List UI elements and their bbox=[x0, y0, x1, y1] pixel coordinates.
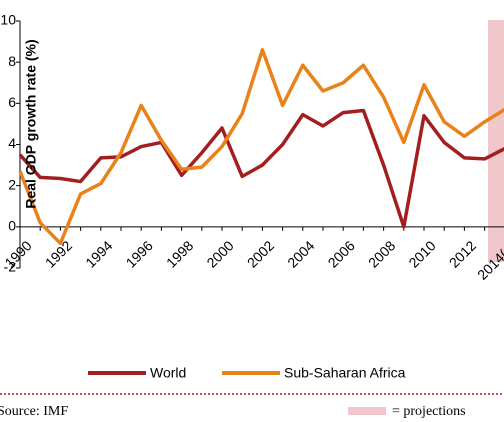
x-tick-label: 2006 bbox=[325, 237, 358, 270]
line-series bbox=[18, 108, 504, 229]
projection-note: = projections bbox=[392, 404, 466, 419]
y-tick-label: 4 bbox=[8, 135, 16, 151]
y-tick-label: 6 bbox=[8, 94, 16, 110]
x-tick-label: 2012 bbox=[446, 237, 479, 270]
y-tick-label: 8 bbox=[8, 53, 16, 69]
x-tick-label: 1994 bbox=[82, 237, 115, 270]
projection-swatch bbox=[348, 407, 386, 415]
legend-label: World bbox=[150, 365, 186, 381]
y-tick-label: -2 bbox=[4, 259, 17, 275]
x-tick-label: 2002 bbox=[244, 237, 277, 270]
x-tick-label: 2008 bbox=[365, 237, 398, 270]
y-tick-label: 10 bbox=[0, 12, 16, 28]
x-tick-label: 1996 bbox=[123, 237, 156, 270]
source: Source: IMF bbox=[0, 404, 68, 419]
x-tick-label: 1998 bbox=[163, 237, 196, 270]
x-tick-label: 1990 bbox=[1, 237, 34, 270]
x-tick-label: 2000 bbox=[203, 237, 236, 270]
y-axis-title: Real GDP growth rate (%) bbox=[23, 39, 39, 208]
y-tick-label: 2 bbox=[8, 176, 16, 192]
x-tick-label: 2004 bbox=[284, 237, 317, 270]
projection-shade bbox=[488, 20, 504, 262]
y-tick-label: 0 bbox=[8, 218, 16, 234]
legend-label: Sub-Saharan Africa bbox=[284, 365, 406, 381]
line-series bbox=[18, 48, 504, 246]
x-tick-label: 2010 bbox=[405, 237, 438, 270]
